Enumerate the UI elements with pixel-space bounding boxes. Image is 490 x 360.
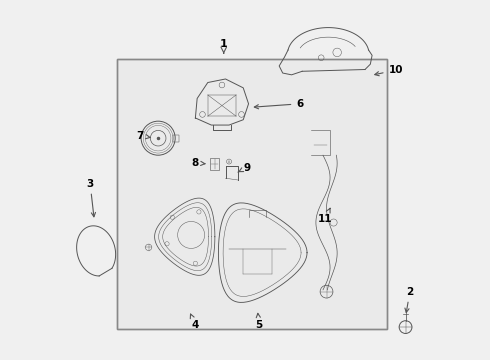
Text: 3: 3 xyxy=(86,179,96,217)
Text: 10: 10 xyxy=(375,65,403,76)
Text: 4: 4 xyxy=(190,314,199,330)
Bar xyxy=(118,59,387,329)
Bar xyxy=(173,135,179,142)
Text: 1: 1 xyxy=(220,39,228,49)
Text: 7: 7 xyxy=(137,131,150,141)
Text: 8: 8 xyxy=(192,158,205,168)
Text: 5: 5 xyxy=(256,313,263,330)
Bar xyxy=(118,59,387,329)
Text: 2: 2 xyxy=(405,287,414,312)
Text: 9: 9 xyxy=(238,163,250,172)
Text: 11: 11 xyxy=(318,208,332,224)
Bar xyxy=(210,158,220,170)
Text: 6: 6 xyxy=(254,99,304,109)
